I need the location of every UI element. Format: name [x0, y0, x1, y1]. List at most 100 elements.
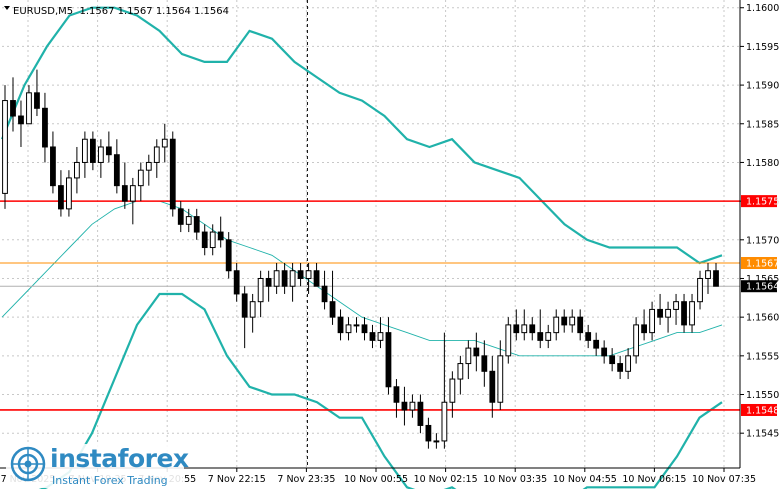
- candle[interactable]: [601, 340, 608, 364]
- candle[interactable]: [18, 100, 24, 147]
- candle-body-bear: [329, 301, 336, 318]
- candle[interactable]: [665, 301, 671, 333]
- candle[interactable]: [545, 324, 552, 349]
- candle[interactable]: [145, 154, 152, 186]
- candle[interactable]: [321, 270, 328, 310]
- candle[interactable]: [121, 162, 128, 209]
- candlesticks[interactable]: [2, 69, 719, 449]
- candle[interactable]: [74, 146, 80, 194]
- candle[interactable]: [561, 309, 568, 333]
- candle[interactable]: [113, 139, 120, 194]
- candle[interactable]: [97, 139, 104, 178]
- candle[interactable]: [241, 286, 248, 349]
- candle[interactable]: [89, 131, 96, 171]
- candle-body-bear: [113, 154, 120, 187]
- candle[interactable]: [313, 263, 320, 287]
- candle[interactable]: [257, 270, 264, 318]
- candle[interactable]: [281, 263, 288, 294]
- candle[interactable]: [153, 139, 160, 178]
- candle[interactable]: [209, 224, 216, 256]
- candle[interactable]: [569, 309, 576, 333]
- candle[interactable]: [137, 162, 144, 202]
- candle[interactable]: [465, 340, 472, 380]
- candle[interactable]: [705, 263, 711, 294]
- candle[interactable]: [537, 309, 544, 349]
- candle[interactable]: [129, 177, 136, 225]
- candle-body-bear: [425, 424, 432, 442]
- symbol-dropdown-icon[interactable]: [4, 6, 10, 10]
- candle[interactable]: [273, 263, 280, 294]
- candle[interactable]: [513, 309, 520, 341]
- candle[interactable]: [26, 85, 32, 125]
- candle[interactable]: [329, 270, 336, 325]
- candle[interactable]: [233, 263, 240, 302]
- candle[interactable]: [201, 224, 208, 256]
- candle[interactable]: [521, 309, 528, 341]
- candle[interactable]: [697, 270, 703, 310]
- candle[interactable]: [649, 301, 655, 341]
- candle[interactable]: [489, 355, 496, 418]
- candle[interactable]: [58, 170, 64, 217]
- candle[interactable]: [641, 309, 647, 341]
- candle[interactable]: [105, 131, 112, 163]
- candle[interactable]: [361, 317, 368, 341]
- candle[interactable]: [625, 348, 632, 380]
- candle[interactable]: [417, 394, 424, 434]
- candle[interactable]: [633, 317, 640, 364]
- candle[interactable]: [34, 69, 40, 117]
- candle[interactable]: [433, 433, 440, 449]
- candle[interactable]: [441, 332, 448, 449]
- candle[interactable]: [185, 208, 192, 233]
- candle[interactable]: [409, 394, 416, 418]
- candle[interactable]: [177, 201, 184, 233]
- candle[interactable]: [689, 293, 695, 333]
- candle[interactable]: [553, 309, 560, 341]
- candle[interactable]: [337, 309, 344, 341]
- candle[interactable]: [497, 340, 504, 410]
- candle[interactable]: [393, 379, 400, 418]
- candle[interactable]: [473, 332, 480, 372]
- candle[interactable]: [585, 324, 592, 349]
- candle[interactable]: [593, 332, 600, 356]
- candle[interactable]: [401, 386, 408, 426]
- candle[interactable]: [577, 309, 584, 341]
- candle[interactable]: [193, 208, 200, 240]
- candle[interactable]: [225, 232, 232, 279]
- candle[interactable]: [425, 417, 432, 449]
- candle[interactable]: [42, 92, 48, 163]
- candle[interactable]: [345, 317, 352, 341]
- candle[interactable]: [529, 317, 536, 341]
- candle-body-bear: [473, 347, 480, 357]
- candle[interactable]: [377, 317, 384, 349]
- price-tick-label: 1.1565: [746, 274, 779, 285]
- candle[interactable]: [713, 263, 719, 287]
- candle[interactable]: [657, 293, 663, 325]
- candle[interactable]: [609, 348, 616, 372]
- candle-body-bear: [10, 100, 16, 117]
- candle[interactable]: [81, 131, 88, 178]
- candle[interactable]: [297, 263, 304, 287]
- candle[interactable]: [481, 340, 488, 387]
- candle[interactable]: [617, 355, 624, 380]
- candle[interactable]: [449, 371, 456, 418]
- candle[interactable]: [2, 85, 8, 209]
- candle[interactable]: [353, 317, 360, 333]
- candle[interactable]: [681, 293, 687, 333]
- candle[interactable]: [457, 355, 464, 395]
- candle[interactable]: [161, 123, 168, 163]
- candle[interactable]: [217, 216, 224, 248]
- candle[interactable]: [369, 324, 376, 349]
- candle[interactable]: [289, 263, 296, 302]
- candle[interactable]: [10, 77, 16, 132]
- candle[interactable]: [305, 263, 312, 294]
- candle[interactable]: [265, 270, 272, 302]
- candle[interactable]: [505, 317, 512, 364]
- candle[interactable]: [66, 170, 72, 217]
- candle[interactable]: [169, 131, 176, 217]
- candle[interactable]: [249, 293, 256, 333]
- candle[interactable]: [385, 317, 392, 395]
- candle[interactable]: [673, 293, 679, 325]
- candle[interactable]: [50, 131, 56, 194]
